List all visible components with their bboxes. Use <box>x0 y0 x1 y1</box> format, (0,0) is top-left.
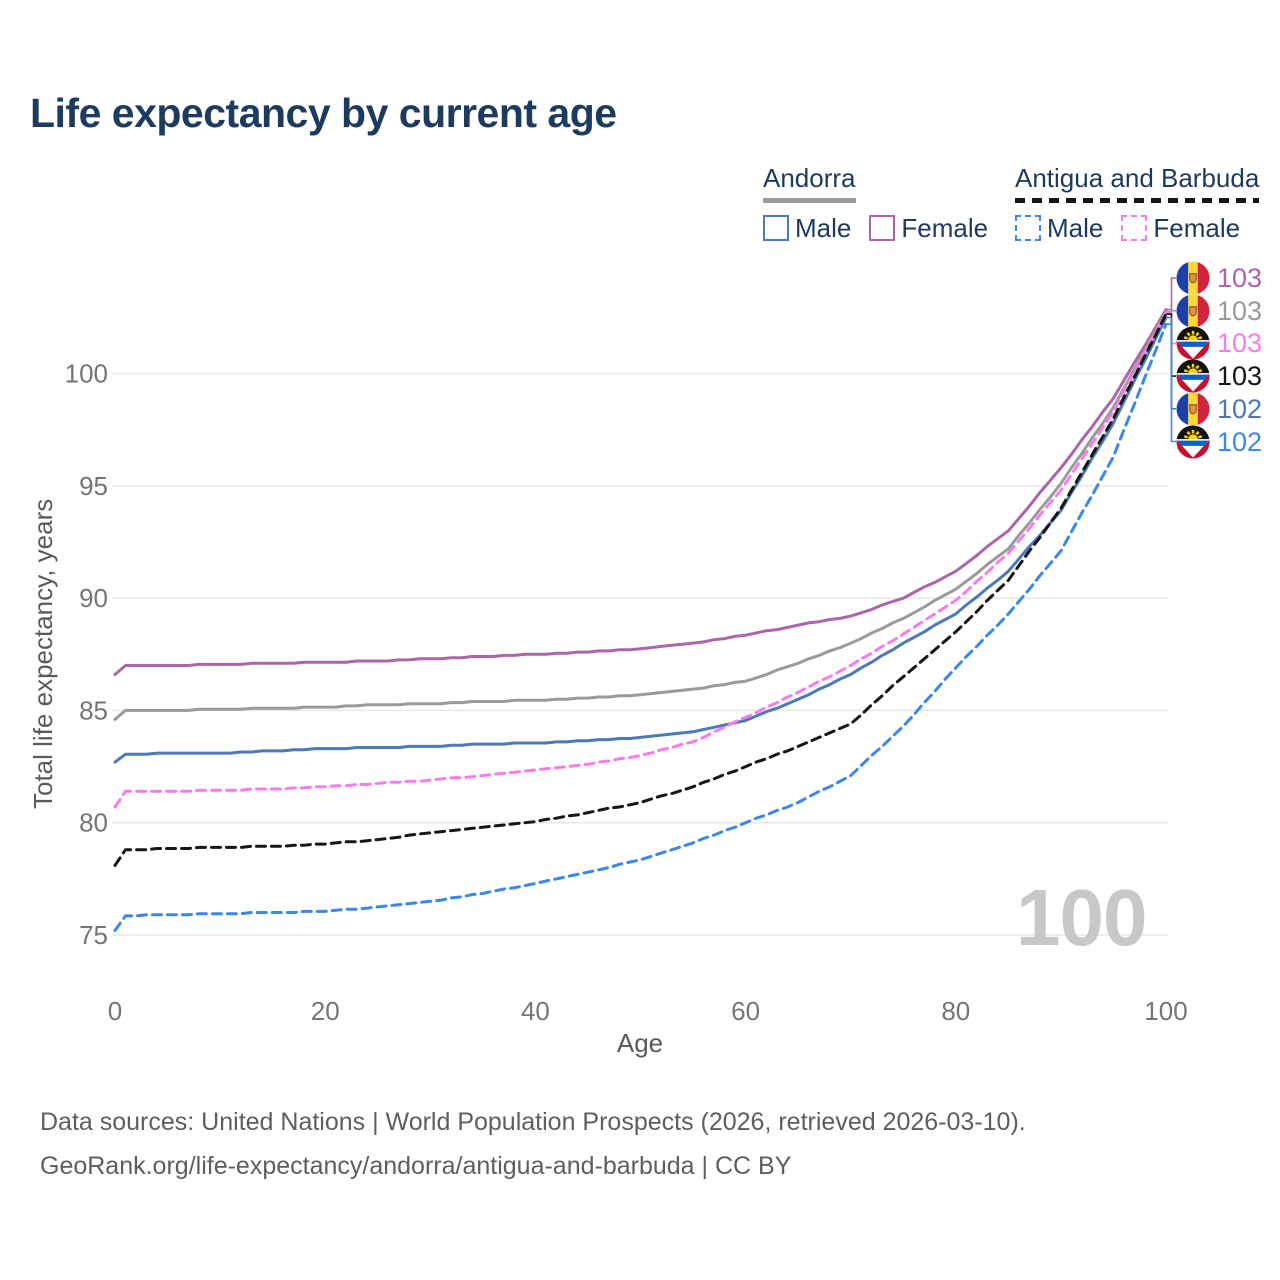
x-tick-20: 20 <box>311 996 340 1026</box>
series-line-andorra-all[interactable] <box>113 310 1168 721</box>
footer: Data sources: United Nations | World Pop… <box>40 1108 1026 1196</box>
legend-group-andorra: Andorra Male Female <box>763 163 988 244</box>
x-axis-title: Age <box>616 1028 664 1058</box>
series-line-andorra-female[interactable] <box>113 308 1168 676</box>
andorra-female-swatch-icon <box>869 215 896 241</box>
x-tick-40: 40 <box>521 996 550 1026</box>
legend-item-antigua-and-barbuda-female[interactable]: Female <box>1121 213 1240 244</box>
antigua-and-barbuda-male-swatch-icon <box>1015 215 1041 241</box>
legend-country-label: Antigua and Barbuda <box>1015 163 1260 193</box>
y-tick-95: 95 <box>79 471 108 501</box>
andorra-male-swatch-icon <box>763 215 789 241</box>
x-tick-80: 80 <box>941 996 970 1026</box>
series-line-antigua-and-barbuda-female[interactable] <box>113 311 1168 809</box>
legend-country-andorra[interactable]: Andorra <box>763 163 856 203</box>
legend-group-antigua-and-barbuda: Antigua and Barbuda Male Female <box>1015 163 1260 244</box>
legend-items-andorra: Male Female <box>763 213 988 244</box>
x-tick-100: 100 <box>1144 996 1187 1026</box>
antigua-and-barbuda-female-swatch-icon <box>1121 215 1148 241</box>
y-tick-90: 90 <box>79 583 108 613</box>
end-label-connector-antigua-and-barbuda-male <box>1166 323 1176 443</box>
age-counter-watermark: 100 <box>1016 873 1147 962</box>
series-line-antigua-and-barbuda-male[interactable] <box>113 322 1168 932</box>
antigua-and-barbuda-line-style-sample <box>1015 198 1260 203</box>
end-label-connector-andorra-female <box>1166 277 1176 311</box>
page-title: Life expectancy by current age <box>30 90 617 136</box>
andorra-line-style-sample <box>763 198 856 203</box>
x-tick-60: 60 <box>731 996 760 1026</box>
legend-item-andorra-male[interactable]: Male <box>763 213 851 244</box>
y-tick-100: 100 <box>65 359 108 389</box>
y-tick-85: 85 <box>79 695 108 725</box>
series-line-andorra-male[interactable] <box>113 316 1168 764</box>
series-line-antigua-and-barbuda-all[interactable] <box>113 312 1168 867</box>
footer-sources: Data sources: United Nations | World Pop… <box>40 1108 1026 1136</box>
footer-attribution: GeoRank.org/life-expectancy/andorra/anti… <box>40 1152 792 1180</box>
y-tick-80: 80 <box>79 808 108 838</box>
y-tick-75: 75 <box>79 920 108 950</box>
x-tick-0: 0 <box>108 996 122 1026</box>
legend-item-antigua-and-barbuda-male[interactable]: Male <box>1015 213 1103 244</box>
legend-item-andorra-female[interactable]: Female <box>869 213 988 244</box>
legend-items-antigua-and-barbuda: Male Female <box>1015 213 1259 244</box>
legend-country-antigua-and-barbuda[interactable]: Antigua and Barbuda <box>1015 163 1260 203</box>
legend-country-label: Andorra <box>763 163 856 193</box>
end-label-connector-andorra-all <box>1166 309 1176 313</box>
